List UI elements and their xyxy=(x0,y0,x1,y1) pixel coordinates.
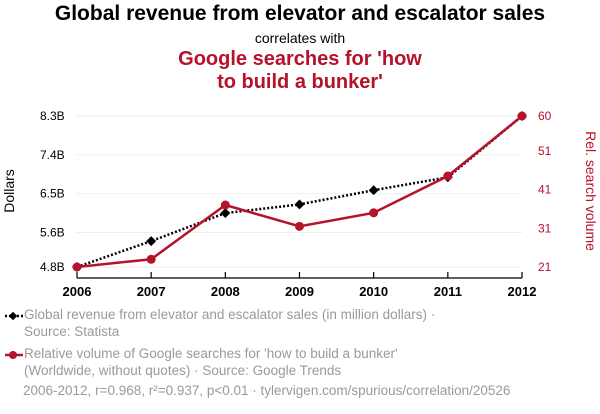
legend-series-2-label-line-1: Relative volume of Google searches for '… xyxy=(24,346,398,361)
x-tick-label-4: 2010 xyxy=(359,284,388,299)
right-tick-label-4: 60 xyxy=(538,109,552,123)
chart-subtitle: correlates with xyxy=(254,30,346,46)
right-tick-label-3: 51 xyxy=(538,144,552,158)
series-1-point-3 xyxy=(294,199,305,210)
legend-series-1-marker xyxy=(5,311,23,321)
left-axis-title: Dollars xyxy=(1,169,17,213)
left-tick-label-2: 6.5B xyxy=(40,187,65,201)
series-1-point-4 xyxy=(368,185,379,196)
left-tick-label-3: 7.4B xyxy=(40,148,65,162)
series-1-line xyxy=(76,115,523,269)
series-2-point-6 xyxy=(517,111,527,121)
right-axis-title: Rel. search volume xyxy=(583,131,599,251)
chart-second-title: Google searches for 'how to build a bunk… xyxy=(0,48,600,94)
legend-series-2-label-line-2: (Worldwide, without quotes) · Source: Go… xyxy=(24,363,342,378)
series-1-point-2 xyxy=(220,208,231,219)
series-2-point-3 xyxy=(295,221,304,231)
x-tick-label-3: 2009 xyxy=(285,284,314,299)
series-2-point-4 xyxy=(369,208,379,218)
right-tick-label-0: 21 xyxy=(538,260,552,274)
footer-stats: 2006-2012, r=0.968, r²=0.937, p<0.01 · t… xyxy=(23,383,511,398)
chart-title: Global revenue from elevator and escalat… xyxy=(54,2,546,25)
series-1-point-1 xyxy=(146,236,157,247)
left-tick-label-1: 5.6B xyxy=(40,225,65,239)
second-title-line-1: Google searches for 'how xyxy=(178,48,422,70)
series-2-point-0 xyxy=(72,262,82,272)
right-tick-label-2: 41 xyxy=(538,183,552,197)
legend-series-2-marker xyxy=(5,351,23,359)
left-tick-label-0: 4.8B xyxy=(40,260,65,274)
x-tick-label-6: 2012 xyxy=(508,284,537,299)
second-title-line-2: to build a bunker' xyxy=(217,71,383,93)
series-2-point-5 xyxy=(443,171,453,181)
x-tick-label-1: 2007 xyxy=(137,284,166,299)
legend-series-1-label-line-1: Global revenue from elevator and escalat… xyxy=(24,307,436,322)
x-tick-label-0: 2006 xyxy=(63,284,92,299)
series-2-point-2 xyxy=(220,200,230,210)
series-2-line xyxy=(76,115,523,269)
series-2-point-1 xyxy=(146,254,156,264)
left-tick-label-4: 8.3B xyxy=(40,109,65,123)
legend-series-1-label-line-2: Source: Statista xyxy=(24,324,120,339)
right-tick-label-1: 31 xyxy=(538,221,552,235)
x-tick-label-2: 2008 xyxy=(211,284,240,299)
x-tick-label-5: 2011 xyxy=(434,284,462,299)
